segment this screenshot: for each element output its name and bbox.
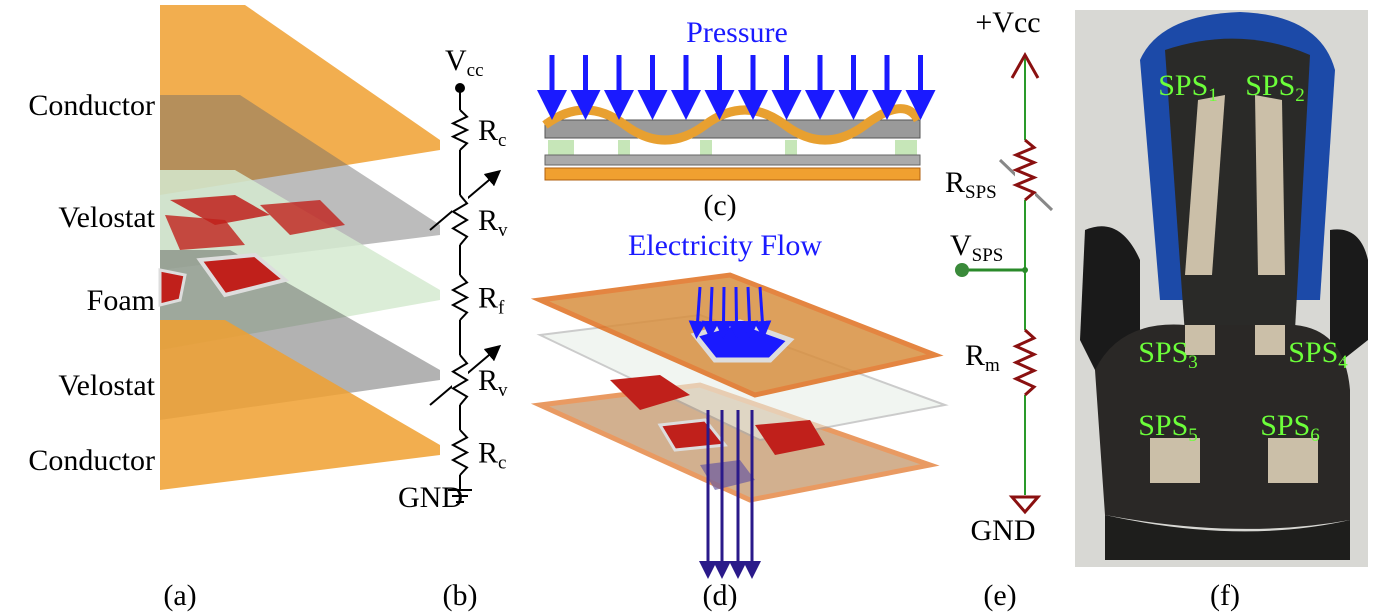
symbol: R	[965, 339, 985, 372]
resistor-label: Rc	[478, 437, 506, 474]
subscript: c	[498, 453, 506, 474]
symbol: V	[445, 44, 467, 77]
arrow	[710, 287, 712, 330]
panel-title: Pressure	[686, 16, 788, 49]
layer-label: Conductor	[28, 89, 155, 122]
ground-label: GND	[971, 514, 1036, 547]
chair-photo-part	[1185, 325, 1215, 355]
reference-label: Rm	[965, 339, 1000, 376]
subscript: 6	[1310, 425, 1320, 446]
supply-label: Vcc	[445, 44, 484, 81]
subscript: m	[985, 355, 1000, 376]
symbol: SPS	[1138, 409, 1188, 442]
layer-label: Conductor	[28, 444, 155, 477]
subscript: SPS	[965, 182, 997, 203]
symbol: R	[945, 166, 965, 199]
chair-photo-part	[1255, 325, 1285, 355]
pressure-diagram-part	[545, 168, 920, 180]
arrow	[736, 287, 737, 330]
resistor-label: Rc	[478, 114, 506, 151]
symbol: R	[478, 364, 498, 397]
symbol: SPS	[1138, 336, 1188, 369]
ground-label: GND	[398, 481, 463, 514]
figure: Conductor Velostat Foam Velostat Conduct…	[0, 0, 1378, 615]
sensor-label: RSPS	[945, 166, 997, 203]
subscript: SPS	[972, 245, 1004, 266]
layer-stack-part	[160, 270, 185, 305]
subscript: c	[498, 130, 506, 151]
pressure-diagram-part	[700, 140, 712, 156]
pressure-diagram-part	[548, 140, 574, 156]
subscript: 3	[1188, 352, 1198, 373]
panel-label: (a)	[163, 579, 196, 612]
symbol: V	[950, 229, 972, 262]
pressure-diagram-part	[545, 155, 920, 165]
output-label: VSPS	[950, 229, 1003, 266]
subscript: 5	[1188, 425, 1198, 446]
arrow	[723, 287, 724, 330]
subscript: 1	[1208, 85, 1218, 106]
pressure-diagram	[545, 109, 920, 180]
subscript: f	[498, 298, 505, 319]
flow-diagram	[540, 275, 945, 500]
subscript: 2	[1295, 85, 1305, 106]
pressure-diagram-part	[785, 140, 797, 156]
resistor-label: Rv	[478, 364, 508, 401]
symbol: SPS	[1288, 336, 1338, 369]
pressure-arrows	[552, 55, 921, 105]
panel-title: Electricity Flow	[628, 229, 822, 262]
layer-label: Velostat	[58, 369, 155, 402]
symbol: R	[478, 204, 498, 237]
pressure-diagram-part	[618, 140, 630, 156]
divider-circuit-part	[1012, 497, 1038, 512]
resistor-label: Rf	[478, 282, 505, 319]
subscript: 4	[1338, 352, 1348, 373]
resistor-label: Rv	[478, 204, 508, 241]
subscript: cc	[467, 60, 484, 81]
divider-circuit	[955, 55, 1052, 512]
layer-stack	[160, 5, 440, 490]
panel-label: (e)	[983, 579, 1016, 612]
chair-photo	[1075, 10, 1368, 567]
layer-label: Velostat	[58, 201, 155, 234]
panel-label: (d)	[703, 579, 738, 612]
symbol: R	[478, 437, 498, 470]
panel-label: (c)	[703, 189, 736, 222]
pressure-diagram-part	[895, 140, 917, 156]
supply-label: +Vcc	[975, 6, 1040, 39]
subscript: v	[498, 220, 508, 241]
arrow	[748, 287, 750, 330]
divider-circuit-part	[1022, 267, 1028, 273]
chair-photo-part	[1255, 95, 1285, 275]
symbol: R	[478, 114, 498, 147]
symbol: SPS	[1245, 69, 1295, 102]
divider-circuit-part	[955, 263, 969, 277]
symbol: SPS	[1158, 69, 1208, 102]
symbol: SPS	[1260, 409, 1310, 442]
panel-label: (b)	[443, 579, 478, 612]
symbol: R	[478, 282, 498, 315]
panel-label: (f)	[1210, 579, 1240, 612]
layer-label: Foam	[87, 284, 155, 317]
subscript: v	[498, 380, 508, 401]
